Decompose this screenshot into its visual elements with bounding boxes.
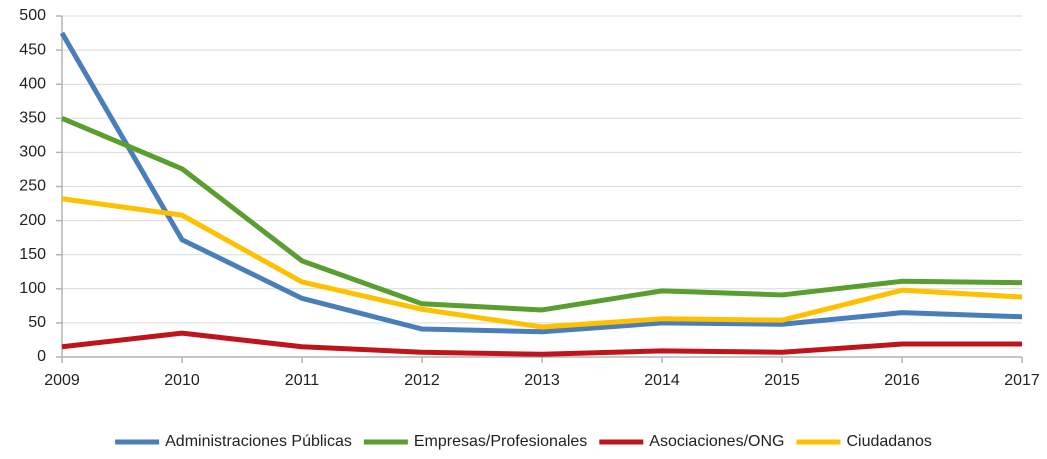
y-tick-label: 0 — [37, 348, 46, 365]
series-line — [61, 115, 1023, 313]
legend-label: Ciudadanos — [846, 433, 931, 450]
x-tick-label: 2009 — [44, 372, 80, 389]
x-tick-label: 2016 — [884, 372, 920, 389]
y-tick-label: 500 — [19, 7, 46, 24]
x-tick-label: 2013 — [524, 372, 560, 389]
series-line — [59, 31, 1023, 335]
x-tick-label: 2015 — [764, 372, 800, 389]
y-tick-label: 300 — [19, 144, 46, 161]
y-tick-label: 400 — [19, 75, 46, 92]
x-tick-label: 2017 — [1004, 372, 1040, 389]
legend-label: Empresas/Profesionales — [414, 433, 587, 450]
legend-label: Asociaciones/ONG — [649, 433, 784, 450]
y-tick-label: 100 — [19, 280, 46, 297]
x-tick-label: 2012 — [404, 372, 440, 389]
y-tick-label: 150 — [19, 246, 46, 263]
series-line — [61, 196, 1023, 330]
y-tick-label: 450 — [19, 41, 46, 58]
series-line — [61, 330, 1022, 357]
x-tick-label: 2014 — [644, 372, 680, 389]
y-tick-label: 50 — [28, 314, 46, 331]
y-tick-label: 200 — [19, 212, 46, 229]
legend-label: Administraciones Públicas — [165, 433, 352, 450]
y-tick-label: 250 — [19, 178, 46, 195]
y-tick-label: 350 — [19, 110, 46, 127]
x-tick-label: 2010 — [164, 372, 200, 389]
x-tick-label: 2011 — [285, 372, 320, 389]
